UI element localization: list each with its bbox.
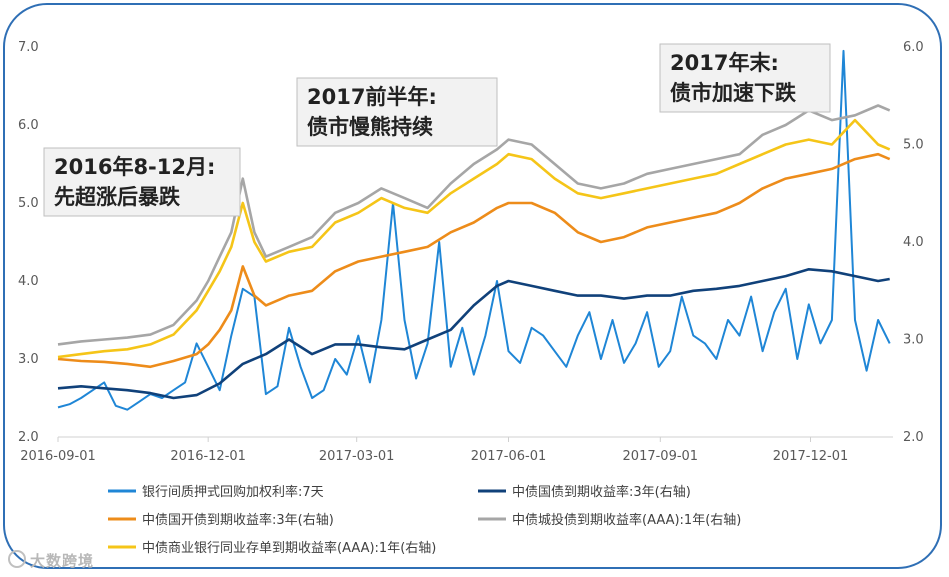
x-tick-label: 2016-12-01 — [170, 449, 246, 464]
watermark-text: 大数跨境 — [30, 552, 95, 570]
callouts: 2016年8-12月: 先超涨后暴跌 2017前半年: 债市慢熊持续 2017年末: 债市… — [43, 43, 831, 217]
callout-box-a2 — [296, 77, 498, 147]
y-right-tick-label: 3.0 — [903, 333, 924, 348]
y-left-tick-label: 5.0 — [18, 196, 39, 211]
legend-label-gov: 中债国债到期收益率:3年(右轴) — [512, 484, 691, 500]
callout-text-a1: 2016年8-12月: — [54, 155, 215, 179]
y-left-tick-label: 2.0 — [18, 430, 39, 445]
y-right-tick-label: 5.0 — [903, 138, 924, 153]
y-left-tick-label: 6.0 — [18, 118, 39, 133]
legend-label-repo: 银行间质押式回购加权利率:7天 — [142, 484, 324, 500]
legend: 银行间质押式回购加权利率:7天 中债国债到期收益率:3年(右轴) 中债国开债到期收益… — [108, 484, 741, 556]
y-right-tick-label: 6.0 — [903, 40, 924, 55]
legend-label-ucb: 中债城投债到期收益率(AAA):1年(右轴) — [512, 512, 741, 528]
callout-text-a3: 2017年末: — [670, 51, 779, 75]
callout-text-a1: 先超涨后暴跌 — [54, 185, 181, 209]
y-right-tick-label: 2.0 — [903, 430, 924, 445]
series-line-gov — [57, 267, 890, 400]
callout-box-a3 — [659, 43, 831, 113]
callout-text-a2: 2017前半年: — [307, 85, 437, 109]
callout-text-a2: 债市慢熊持续 — [307, 115, 433, 139]
y-axis-left: 2.0 3.0 4.0 5.0 6.0 7.0 — [18, 40, 39, 445]
callout-text-a3: 债市加速下跌 — [670, 81, 797, 105]
watermark-icon — [8, 550, 26, 568]
x-tick-label: 2017-12-01 — [773, 449, 849, 464]
callout-box-a1 — [43, 147, 241, 217]
x-tick-label: 2017-09-01 — [623, 449, 699, 464]
series-line-ucb — [57, 104, 891, 346]
series-layer — [57, 49, 891, 411]
x-axis: 2016-09-01 2016-12-01 2017-03-01 2017-06-01… — [20, 437, 848, 464]
series-line-repo — [57, 49, 891, 411]
watermark: 大数跨境 — [8, 550, 94, 571]
x-tick-label: 2017-03-01 — [319, 449, 395, 464]
series-line-cdb — [57, 152, 891, 369]
y-left-tick-label: 7.0 — [18, 40, 39, 55]
series-line-ncd — [57, 118, 891, 359]
y-left-tick-label: 3.0 — [18, 352, 39, 367]
legend-label-cdb: 中债国开债到期收益率:3年(右轴) — [142, 512, 334, 528]
x-tick-label: 2017-06-01 — [471, 449, 547, 464]
y-left-tick-label: 4.0 — [18, 274, 39, 289]
legend-label-ncd: 中债商业银行同业存单到期收益率(AAA):1年(右轴) — [142, 540, 436, 556]
y-right-tick-label: 4.0 — [903, 235, 924, 250]
y-axis-right: 2.0 3.0 4.0 5.0 6.0 — [903, 40, 924, 445]
x-tick-label: 2016-09-01 — [20, 449, 96, 464]
